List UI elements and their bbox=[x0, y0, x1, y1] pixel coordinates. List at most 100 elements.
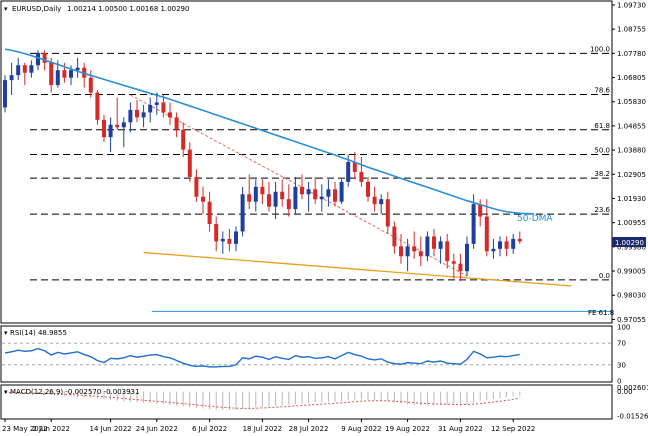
macd-menu-arrow-icon[interactable]: ▾ bbox=[4, 388, 8, 396]
candle-body bbox=[412, 246, 417, 252]
support-trend-line bbox=[143, 251, 572, 287]
price-axis-label: 1.03880 bbox=[617, 147, 646, 155]
candle-body bbox=[451, 261, 456, 264]
candle-body bbox=[293, 186, 298, 210]
price-axis-label: 1.06805 bbox=[617, 74, 646, 82]
candle-body bbox=[201, 196, 205, 202]
x-axis-label: 14 Jun 2022 bbox=[90, 425, 132, 433]
candle-body bbox=[69, 70, 73, 78]
candle-body bbox=[234, 231, 238, 244]
rsi-menu-arrow-icon[interactable]: ▾ bbox=[4, 329, 8, 337]
candle-body bbox=[491, 248, 496, 252]
candle-body bbox=[247, 194, 252, 202]
candle-body bbox=[174, 117, 179, 130]
x-axis-label: 18 Jul 2022 bbox=[243, 425, 283, 433]
fib-level-label: 38.2 bbox=[594, 170, 610, 178]
candle-body bbox=[300, 186, 304, 195]
candle-body bbox=[366, 181, 370, 197]
fe-label: FE 61.8 bbox=[588, 309, 614, 317]
x-axis-label: 2 Jun 2022 bbox=[32, 425, 70, 433]
candle-body bbox=[425, 236, 430, 257]
rsi-layer bbox=[2, 342, 611, 368]
price-axis-label: 0.99005 bbox=[617, 268, 646, 276]
rsi-axis-label: 0 bbox=[617, 378, 621, 386]
rsi-axis-label: 100 bbox=[617, 324, 630, 332]
candle-body bbox=[465, 243, 469, 272]
x-axis-label: 23 May 2022 bbox=[2, 425, 48, 433]
candle-body bbox=[405, 246, 410, 257]
candle-body bbox=[75, 67, 80, 71]
candle-body bbox=[484, 216, 489, 252]
candle-body bbox=[108, 124, 113, 138]
price-axis-label: 0.98030 bbox=[617, 292, 646, 300]
candle-body bbox=[3, 80, 7, 108]
fib-level-label: 0.0 bbox=[599, 272, 610, 280]
candle-body bbox=[55, 70, 60, 86]
candle-body bbox=[42, 52, 47, 63]
candle-body bbox=[161, 102, 166, 113]
macd-layer bbox=[4, 391, 521, 411]
candle-body bbox=[498, 241, 502, 249]
candle-body bbox=[9, 75, 14, 81]
candle-body bbox=[511, 238, 516, 249]
candle-body bbox=[339, 181, 344, 202]
price-axis-label: 1.00955 bbox=[617, 219, 646, 227]
candle-body bbox=[128, 109, 133, 123]
fib-level-label: 78.6 bbox=[594, 87, 610, 95]
candle-body bbox=[267, 194, 271, 207]
macd-title: MACD(12,26,9) -0.002570 -0.003931 bbox=[10, 388, 139, 396]
candle-body bbox=[49, 62, 54, 86]
candle-body bbox=[432, 236, 436, 249]
candle-body bbox=[168, 112, 172, 118]
candle-body bbox=[240, 194, 245, 232]
macd-signal-line bbox=[4, 391, 520, 409]
candle-body bbox=[399, 246, 403, 257]
candle-body bbox=[88, 77, 93, 93]
rsi-axis-label: 70 bbox=[617, 340, 626, 348]
candle-body bbox=[148, 104, 153, 113]
chart-menu-arrow-icon[interactable]: ▾ bbox=[4, 5, 8, 13]
dma-label: 50-DMA bbox=[517, 214, 553, 224]
price-axis-label: 1.01930 bbox=[617, 195, 646, 203]
candle-body bbox=[438, 241, 443, 249]
x-axis-label: 24 Jun 2022 bbox=[136, 425, 178, 433]
fib-level-label: 50.0 bbox=[594, 147, 610, 155]
price-panel-frame bbox=[0, 0, 613, 324]
candle-body bbox=[445, 241, 450, 262]
candle-body bbox=[253, 186, 258, 202]
macd-panel-frame bbox=[0, 384, 613, 420]
chart-title: EURUSD,Daily bbox=[12, 5, 61, 13]
x-axis-label: 6 Jul 2022 bbox=[192, 425, 227, 433]
candle-body bbox=[313, 189, 318, 200]
candle-body bbox=[16, 65, 21, 76]
candle-body bbox=[326, 189, 331, 197]
candle-body bbox=[286, 199, 291, 210]
price-layer: 100.0 78.6 61.8 50.0 38.2 23.6 0.0 bbox=[3, 45, 611, 312]
candle-body bbox=[95, 92, 100, 120]
candle-body bbox=[62, 70, 67, 78]
price-axis-label: 0.97055 bbox=[617, 316, 646, 324]
candle-body bbox=[385, 199, 390, 227]
candle-body bbox=[352, 162, 357, 172]
price-axis-label: 0.99980 bbox=[617, 243, 646, 251]
candle-body bbox=[227, 238, 232, 244]
candle-body bbox=[517, 238, 522, 242]
candle-body bbox=[273, 191, 278, 207]
x-axis-label: 28 Jul 2022 bbox=[289, 425, 329, 433]
rsi-axis-label: 30 bbox=[617, 361, 626, 369]
candle-body bbox=[418, 251, 423, 257]
candle-body bbox=[207, 201, 212, 225]
candle-body bbox=[121, 122, 126, 128]
fib-level-label: 61.8 bbox=[594, 122, 610, 130]
candle-body bbox=[379, 199, 384, 205]
candle-body bbox=[372, 196, 377, 205]
rsi-panel-frame bbox=[0, 325, 613, 383]
price-axis-label: 1.07780 bbox=[617, 50, 646, 58]
price-axis-label: 1.02905 bbox=[617, 171, 646, 179]
x-axis-label: 31 Aug 2022 bbox=[438, 425, 483, 433]
candle-body bbox=[214, 224, 219, 242]
price-axis-label: 1.08755 bbox=[617, 26, 646, 34]
candle-body bbox=[181, 129, 186, 150]
